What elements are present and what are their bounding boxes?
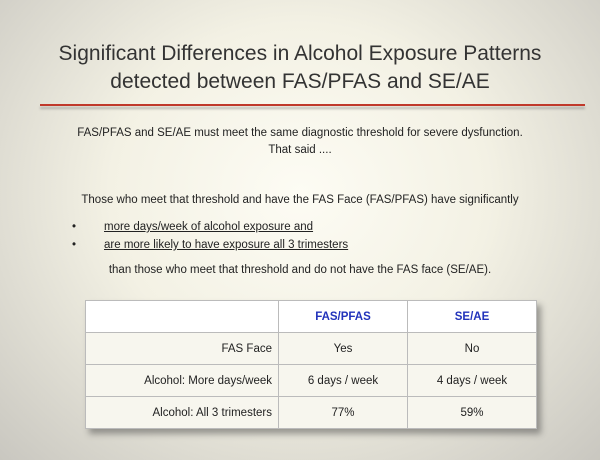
slide-title: Significant Differences in Alcohol Expos… [0, 40, 600, 96]
row-label: Alcohol: More days/week [85, 364, 279, 397]
title-rule [40, 104, 585, 106]
cell: No [407, 332, 537, 365]
header-cell: SE/AE [407, 300, 537, 333]
table-row: FAS Face Yes No [85, 332, 537, 365]
cell: Yes [278, 332, 408, 365]
cell: 59% [407, 396, 537, 429]
bullet: are more likely to have exposure all 3 t… [72, 236, 348, 254]
row-label: FAS Face [85, 332, 279, 365]
title-line: detected between FAS/PFAS and SE/AE [110, 70, 490, 93]
comparison-table: FAS/PFAS SE/AE FAS Face Yes No Alcohol: More … [85, 300, 537, 429]
table-row: Alcohol: More days/week 6 days / week 4 da… [85, 364, 537, 397]
intro-line: FAS/PFAS and SE/AE must meet the same di… [77, 127, 523, 139]
row-label: Alcohol: All 3 trimesters [85, 396, 279, 429]
closing-text: than those who meet that threshold and d… [108, 264, 492, 276]
header-cell [85, 300, 279, 333]
bullet-list: more days/week of alcohol exposure andar… [72, 218, 348, 254]
header-cell: FAS/PFAS [278, 300, 408, 333]
cell: 4 days / week [407, 364, 537, 397]
intro: FAS/PFAS and SE/AE must meet the same di… [0, 125, 600, 159]
intro-line: That said .... [268, 144, 332, 156]
bullet: more days/week of alcohol exposure and [72, 218, 348, 236]
cell: 6 days / week [278, 364, 408, 397]
cell: 77% [278, 396, 408, 429]
header-row: FAS/PFAS SE/AE [85, 300, 537, 333]
table-row: Alcohol: All 3 trimesters 77% 59% [85, 396, 537, 429]
lead-text: Those who meet that threshold and have t… [81, 194, 519, 206]
title-line: Significant Differences in Alcohol Expos… [58, 42, 542, 65]
